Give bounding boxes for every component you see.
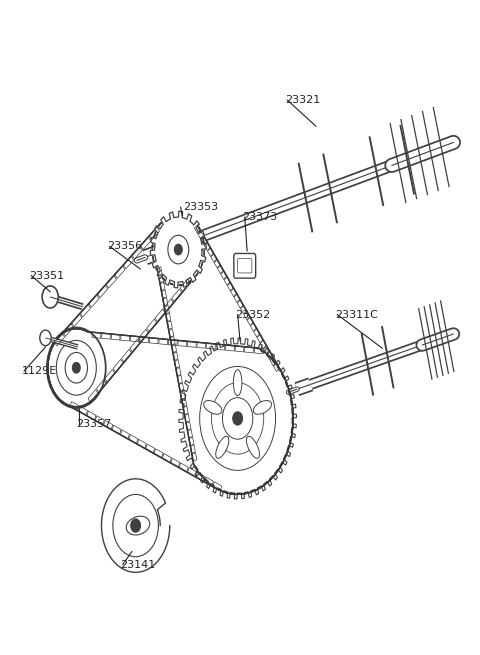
Ellipse shape (126, 516, 150, 535)
Circle shape (233, 412, 242, 425)
Polygon shape (101, 479, 170, 572)
Ellipse shape (253, 400, 272, 414)
Polygon shape (150, 212, 206, 288)
Ellipse shape (216, 436, 229, 458)
Circle shape (47, 328, 106, 408)
Circle shape (113, 495, 158, 557)
FancyBboxPatch shape (234, 253, 256, 278)
Circle shape (65, 352, 87, 383)
Text: 23373: 23373 (242, 212, 277, 222)
Circle shape (40, 330, 51, 346)
Circle shape (222, 398, 253, 440)
Polygon shape (179, 338, 297, 499)
Text: 23353: 23353 (183, 202, 218, 212)
Circle shape (56, 341, 96, 395)
Text: 23356: 23356 (107, 241, 142, 252)
Circle shape (212, 383, 264, 454)
Circle shape (131, 519, 140, 532)
Text: 1129ER: 1129ER (22, 366, 65, 376)
Text: 23321: 23321 (285, 95, 320, 105)
Polygon shape (48, 222, 293, 495)
Circle shape (200, 366, 276, 470)
Circle shape (175, 244, 182, 255)
Ellipse shape (233, 369, 242, 396)
Text: 23352: 23352 (235, 310, 271, 320)
Text: 23311C: 23311C (335, 310, 378, 320)
Ellipse shape (246, 436, 260, 458)
Circle shape (42, 286, 58, 308)
Circle shape (72, 363, 80, 373)
Circle shape (168, 235, 189, 264)
Text: 23351: 23351 (29, 271, 64, 280)
Ellipse shape (204, 400, 222, 414)
Text: 23141: 23141 (120, 559, 156, 570)
Text: 23357: 23357 (76, 419, 111, 428)
FancyBboxPatch shape (238, 259, 252, 273)
